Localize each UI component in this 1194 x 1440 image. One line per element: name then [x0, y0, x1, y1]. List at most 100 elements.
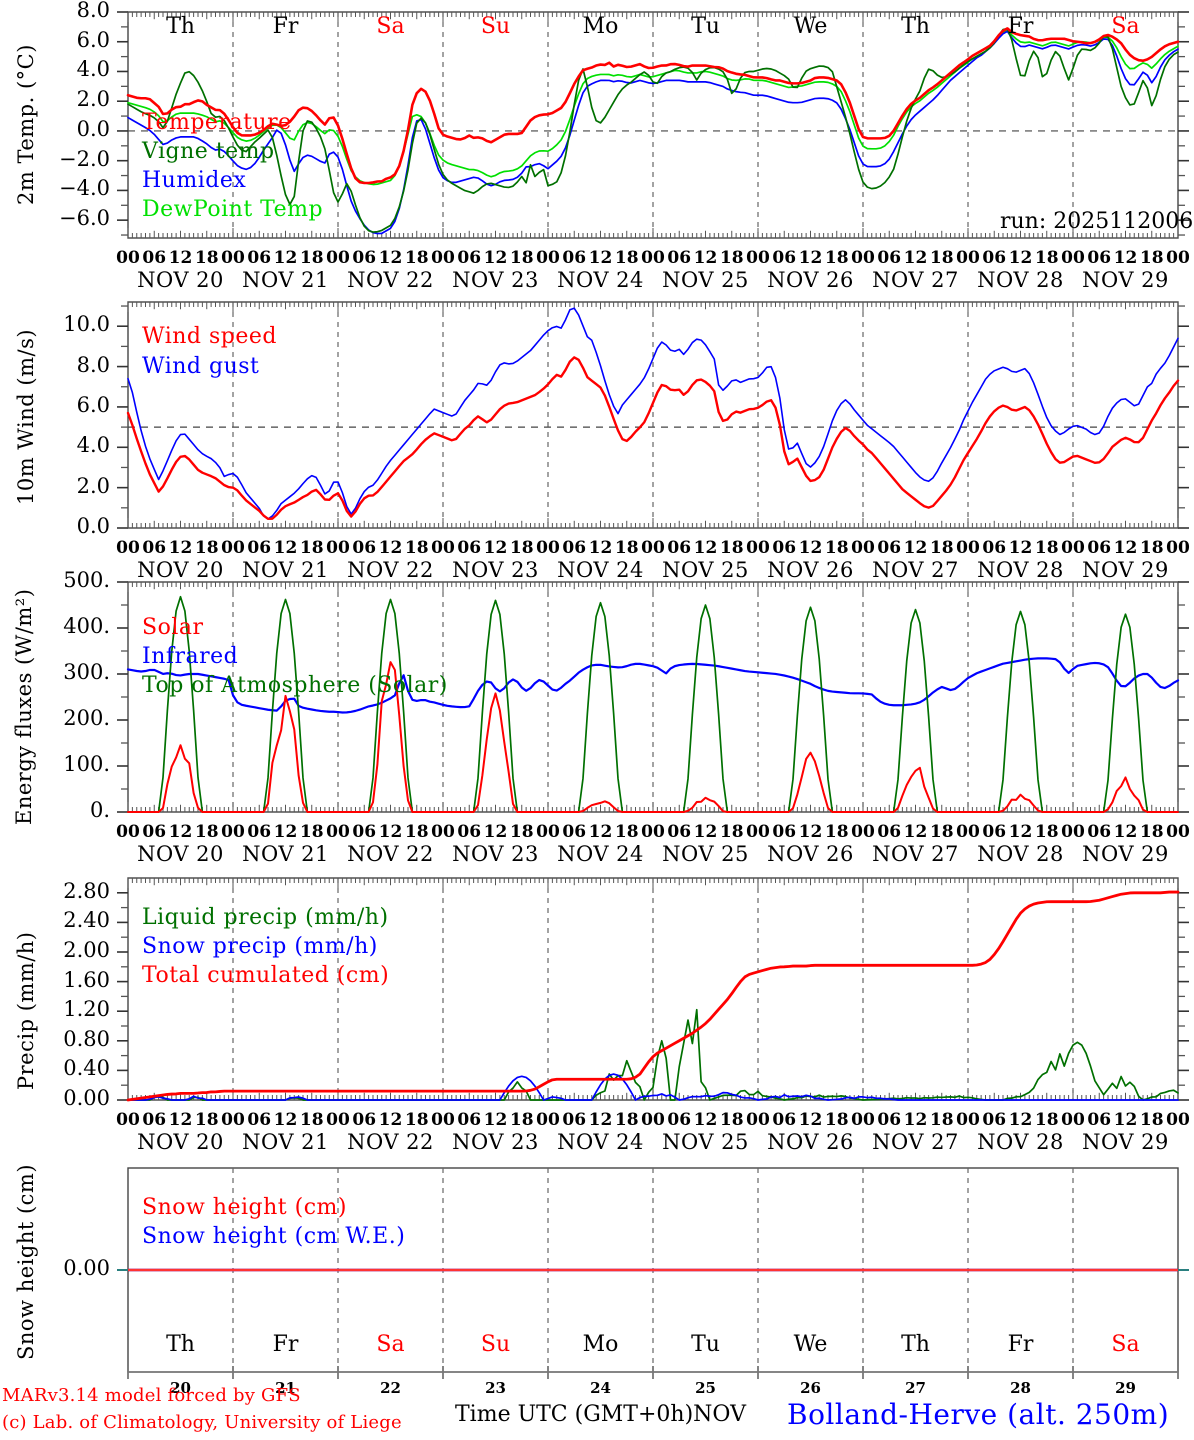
y-tick-label: 4.0	[76, 433, 110, 458]
plot-area-wind	[117, 301, 1189, 529]
x-tick-hour: 18	[404, 538, 429, 558]
x-tick-hour: 06	[247, 822, 272, 842]
x-tick-hour: 18	[194, 538, 219, 558]
day-name-top: We	[793, 14, 828, 39]
x-tick-hour: 00	[1061, 822, 1085, 842]
y-axis-label-precip: Precip (mm/h)	[14, 931, 38, 1090]
y-tick-label: 0.0	[76, 116, 110, 141]
x-tick-hour: 12	[693, 248, 718, 268]
y-tick-label: 2.00	[63, 938, 110, 962]
x-tick-hour: 12	[1008, 248, 1033, 268]
x-date-label: NOV 23	[452, 1130, 539, 1154]
x-tick-hour: 00	[431, 822, 455, 842]
x-tick-hour: 06	[457, 822, 482, 842]
legend-dewpoint-temp: DewPoint Temp	[142, 197, 324, 222]
legend-temperature: Temperature	[142, 110, 292, 135]
x-tick-hour: 12	[483, 248, 508, 268]
x-tick-hour: 18	[404, 1110, 429, 1130]
x-tick-hour: 18	[719, 538, 744, 558]
legend-top-of-atmosphere-solar: Top of Atmosphere (Solar)	[142, 673, 448, 698]
x-tick-hour: 18	[719, 822, 744, 842]
x-tick-hour: 18	[299, 248, 324, 268]
day-name-bottom: Fr	[272, 1332, 299, 1357]
x-tick-hour: 06	[247, 538, 272, 558]
x-tick-hour: 18	[824, 822, 849, 842]
x-tick-hour: 06	[1087, 1110, 1112, 1130]
x-tick-hour: 12	[693, 822, 718, 842]
bottom-day-number: 29	[1115, 1379, 1136, 1397]
y-tick-label: 10.0	[63, 312, 110, 337]
x-tick-hour: 06	[562, 1110, 587, 1130]
bottom-day-number: 23	[485, 1379, 506, 1397]
legend-humidex: Humidex	[142, 168, 247, 193]
x-date-label: NOV 20	[137, 268, 224, 292]
x-tick-hour: 00	[221, 248, 245, 268]
x-date-label: NOV 21	[242, 1130, 329, 1154]
x-tick-hour: 06	[982, 822, 1007, 842]
x-tick-hour: 06	[877, 1110, 902, 1130]
x-tick-hour: 00	[431, 248, 455, 268]
x-tick-hour: 00	[956, 538, 980, 558]
y-tick-label: 0.40	[63, 1056, 110, 1081]
x-date-label: NOV 29	[1082, 842, 1169, 866]
x-date-label: NOV 24	[557, 268, 644, 292]
x-tick-hour: 06	[142, 538, 167, 558]
x-tick-hour: 06	[142, 822, 167, 842]
x-tick-hour: 18	[1034, 248, 1059, 268]
y-axis-label-snow-height: Snow height (cm)	[14, 1163, 38, 1360]
x-tick-hour: 06	[877, 822, 902, 842]
x-tick-hour: 00	[326, 248, 350, 268]
x-tick-hour: 18	[404, 822, 429, 842]
x-tick-hour: 12	[798, 538, 823, 558]
x-tick-hour: 12	[168, 1110, 193, 1130]
x-axis-title: Time UTC (GMT+0h)NOV	[455, 1402, 746, 1427]
x-tick-hour: 06	[562, 822, 587, 842]
x-tick-hour: 00	[221, 538, 245, 558]
day-name-bottom: Su	[480, 1332, 511, 1357]
legend-liquid-precip-mm-h: Liquid precip (mm/h)	[142, 905, 389, 930]
x-tick-hour: 00	[116, 822, 140, 842]
day-name-top: Th	[166, 14, 195, 39]
station-title: Bolland-Herve (alt. 250m)	[787, 1398, 1170, 1431]
x-tick-hour: 06	[247, 1110, 272, 1130]
x-tick-hour: 06	[667, 822, 692, 842]
bottom-axis-ticks	[127, 1366, 1179, 1379]
x-tick-hour: 12	[903, 538, 928, 558]
y-tick-label: 1.60	[63, 967, 110, 992]
x-tick-hour: 12	[1113, 822, 1138, 842]
x-tick-hour: 06	[1087, 538, 1112, 558]
x-tick-hour: 00	[956, 1110, 980, 1130]
x-tick-hour: 18	[929, 822, 954, 842]
x-date-label: NOV 22	[347, 842, 434, 866]
model-credit-line1: MARv3.14 model forced by GFS	[2, 1385, 301, 1406]
x-tick-hour: 00	[326, 538, 350, 558]
x-tick-hour: 06	[247, 248, 272, 268]
x-date-label: NOV 25	[662, 268, 749, 292]
x-date-label: NOV 26	[767, 268, 854, 292]
x-tick-hour: 12	[903, 1110, 928, 1130]
x-date-label: NOV 26	[767, 1130, 854, 1154]
y-tick-label: 200.	[63, 706, 110, 730]
x-date-label: NOV 23	[452, 842, 539, 866]
x-tick-hour: 18	[929, 248, 954, 268]
legend-solar: Solar	[142, 615, 204, 640]
x-tick-hour: 06	[982, 248, 1007, 268]
x-tick-hour: 06	[667, 1110, 692, 1130]
x-tick-hour: 00	[536, 538, 560, 558]
x-tick-hour: 12	[483, 822, 508, 842]
bottom-day-number: 25	[695, 1379, 716, 1397]
y-tick-label: 100.	[63, 752, 110, 776]
x-tick-hour: 00	[1166, 538, 1190, 558]
x-tick-hour: 00	[431, 1110, 455, 1130]
x-tick-hour: 12	[588, 1110, 613, 1130]
x-tick-hour: 06	[142, 1110, 167, 1130]
x-tick-hour: 18	[1034, 538, 1059, 558]
day-name-bottom: Mo	[582, 1332, 619, 1357]
x-tick-hour: 18	[509, 822, 534, 842]
plot-area-energy_fluxes	[117, 581, 1189, 813]
x-tick-hour: 06	[1087, 248, 1112, 268]
y-tick-label: 1.20	[63, 997, 110, 1022]
x-date-label: NOV 25	[662, 842, 749, 866]
bottom-day-number: 28	[1010, 1379, 1031, 1397]
model-credit-line2: (c) Lab. of Climatology, University of L…	[2, 1412, 402, 1433]
